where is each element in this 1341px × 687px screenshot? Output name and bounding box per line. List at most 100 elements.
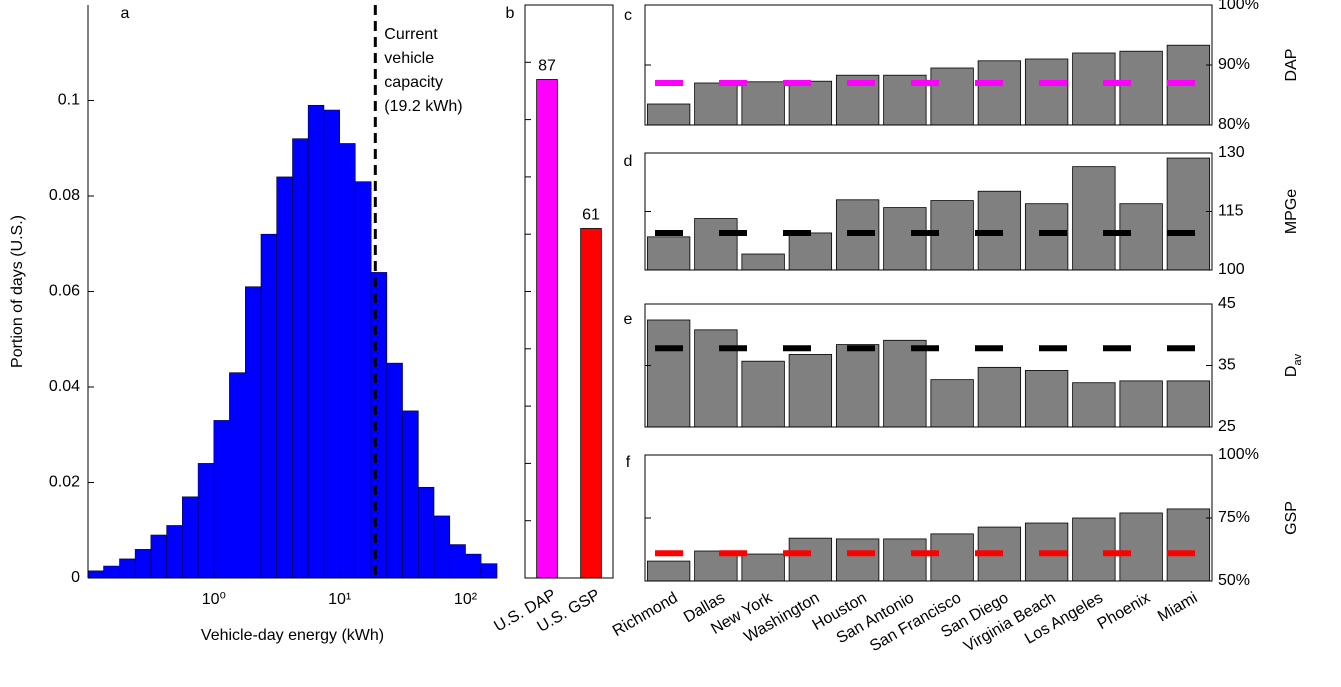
bar (977, 60, 1022, 126)
histogram-bar (87, 570, 104, 579)
y-tick-label: 80% (1218, 116, 1250, 133)
bar (1166, 508, 1211, 582)
bar (1024, 370, 1069, 428)
bar (930, 379, 974, 428)
histogram-bar (323, 109, 340, 579)
y-axis-label: MPGe (1283, 189, 1300, 234)
value-label: 61 (582, 207, 600, 224)
y-tick-label: 0 (71, 569, 80, 586)
bar (788, 354, 833, 428)
bar (694, 329, 738, 428)
value-label: 87 (538, 58, 556, 75)
bar (883, 207, 927, 271)
y-tick-label: 45 (1218, 295, 1236, 312)
bar (1119, 203, 1163, 271)
histogram-bar (465, 553, 482, 579)
y-tick-label: 100% (1218, 446, 1259, 463)
x-axis-label: Vehicle-day energy (kWh) (201, 627, 384, 644)
y-tick-label: 35 (1218, 357, 1236, 374)
histogram-bar (119, 558, 136, 579)
histogram-bar (103, 565, 120, 579)
histogram-bar (197, 463, 215, 579)
x-tick-label: 10⁰ (202, 591, 226, 608)
bar (883, 538, 927, 582)
y-tick-label: 0.04 (49, 378, 80, 395)
histogram-bar (182, 496, 199, 579)
bar (1024, 58, 1069, 126)
y-axis-label-sub: av (1292, 353, 1304, 365)
y-tick-label: 50% (1218, 572, 1250, 589)
histogram-bar (307, 104, 325, 579)
histogram-bar (260, 233, 278, 579)
bar (788, 232, 833, 271)
y-tick-label: 0.08 (49, 187, 80, 204)
histogram-bar (245, 286, 262, 579)
histogram-bar (166, 525, 183, 579)
bar (646, 319, 691, 428)
histogram-bar (276, 176, 293, 579)
x-tick-label: Phoenix (1095, 589, 1154, 633)
panel-label: c (624, 7, 632, 24)
bar (741, 253, 785, 271)
histogram-bar (433, 515, 451, 579)
y-tick-label: 75% (1218, 509, 1250, 526)
bar (741, 360, 785, 428)
x-tick-label: 10² (454, 591, 478, 608)
y-axis-label-main: GSP (1283, 501, 1300, 535)
histogram-bar (150, 534, 167, 579)
panel-label: b (506, 5, 515, 22)
histogram-bar (418, 486, 435, 579)
histogram-bar (370, 272, 388, 579)
bar (1072, 52, 1116, 126)
histogram-bar (213, 420, 230, 579)
bar (694, 218, 738, 271)
bar (741, 553, 785, 582)
bar (930, 533, 974, 582)
bar (883, 339, 927, 428)
bar (1072, 382, 1116, 428)
x-tick-label: 10¹ (328, 591, 351, 608)
panel-label: e (624, 311, 633, 328)
histogram-bar (292, 138, 309, 579)
bar (1166, 157, 1211, 271)
y-axis-label: GSP (1283, 501, 1300, 535)
histogram-bar (480, 563, 498, 579)
y-tick-label: 100% (1218, 0, 1259, 13)
histogram-bar (386, 362, 403, 579)
x-tick-label: Richmond (610, 589, 681, 640)
bar (835, 344, 880, 428)
annotation: (19.2 kWh) (384, 98, 462, 115)
bar (741, 81, 785, 126)
y-tick-label: 100 (1218, 261, 1245, 278)
histogram-bar (354, 181, 372, 579)
annotation: vehicle (384, 50, 434, 67)
bar (1072, 517, 1116, 582)
y-axis-label-main: MPGe (1283, 189, 1300, 234)
bar (694, 82, 738, 126)
histogram-bar (402, 410, 419, 579)
y-tick-label: 0.06 (49, 283, 80, 300)
bar (1072, 166, 1116, 271)
y-tick-label: 130 (1218, 144, 1245, 161)
y-axis-label-main: DAP (1283, 49, 1300, 82)
annotation: capacity (384, 74, 443, 91)
bar (646, 103, 691, 126)
y-tick-label: 25 (1218, 418, 1236, 435)
bar (1119, 512, 1163, 582)
histogram-bar (339, 143, 356, 579)
bar (646, 560, 691, 582)
bar (580, 228, 602, 579)
y-axis-label: DAP (1283, 49, 1300, 82)
y-tick-label: 0.1 (58, 92, 80, 109)
histogram-bar (449, 544, 466, 579)
bar (788, 80, 833, 126)
panel-label: d (624, 153, 633, 170)
bar (1024, 203, 1069, 271)
x-tick-label: Miami (1155, 589, 1200, 625)
bar (788, 537, 833, 582)
y-tick-label: 115 (1218, 203, 1244, 220)
bar (835, 538, 880, 582)
bar (646, 236, 691, 271)
histogram-bar (134, 549, 152, 579)
